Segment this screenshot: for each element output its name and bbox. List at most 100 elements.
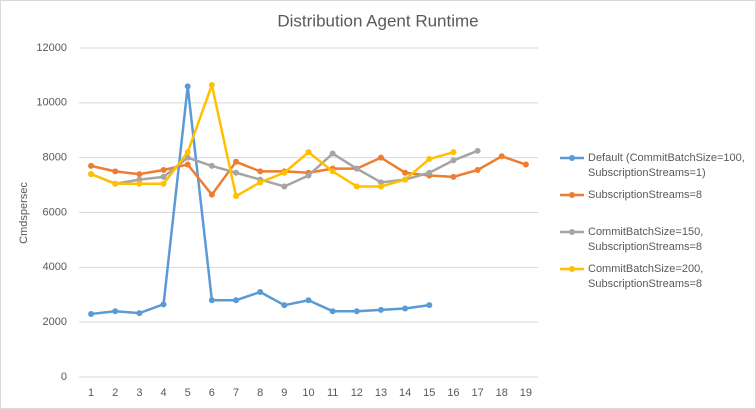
x-tick-label: 16 <box>447 387 459 399</box>
data-point <box>329 150 336 157</box>
y-tick-label: 10000 <box>36 97 67 109</box>
data-point <box>353 165 360 172</box>
legend-label-line: SubscriptionStreams=8 <box>588 241 702 253</box>
x-tick-label: 12 <box>351 387 363 399</box>
x-tick-label: 5 <box>185 387 191 399</box>
legend-label-line: Default (CommitBatchSize=100, <box>588 152 745 164</box>
legend-marker <box>569 266 575 272</box>
x-tick-label: 9 <box>281 387 287 399</box>
data-point <box>281 183 288 190</box>
data-point <box>112 168 119 175</box>
legend-marker <box>569 229 575 235</box>
x-tick-label: 8 <box>257 387 263 399</box>
data-point <box>208 162 215 169</box>
data-point <box>305 172 312 179</box>
x-tick-label: 17 <box>471 387 483 399</box>
legend-label: SubscriptionStreams=8 <box>588 189 702 201</box>
legend-label-line: SubscriptionStreams=8 <box>588 278 702 290</box>
data-point <box>112 180 119 187</box>
data-point <box>88 171 95 178</box>
data-point <box>184 83 191 90</box>
data-point <box>305 149 312 156</box>
y-tick-label: 0 <box>61 371 67 383</box>
x-tick-label: 13 <box>375 387 387 399</box>
data-point <box>160 173 167 180</box>
data-point <box>329 168 336 175</box>
data-point <box>184 161 191 168</box>
data-point <box>450 157 457 164</box>
data-point <box>88 310 95 317</box>
data-point <box>88 162 95 169</box>
data-point <box>522 161 529 168</box>
data-point <box>474 167 481 174</box>
data-point <box>281 169 288 176</box>
data-point <box>136 171 143 178</box>
y-tick-label: 6000 <box>43 206 67 218</box>
data-point <box>112 308 119 315</box>
data-point <box>233 193 240 200</box>
x-tick-label: 7 <box>233 387 239 399</box>
legend-label: Default (CommitBatchSize=100, Subscriptio… <box>588 152 745 179</box>
x-tick-label: 4 <box>160 387 166 399</box>
y-tick-label: 4000 <box>43 261 67 273</box>
legend-label: CommitBatchSize=150, SubscriptionStreams=… <box>588 226 703 253</box>
data-point <box>402 176 409 183</box>
data-point <box>377 179 384 186</box>
x-tick-label: 11 <box>327 387 338 399</box>
data-point <box>136 176 143 183</box>
data-point <box>160 301 167 308</box>
data-point <box>402 169 409 176</box>
data-point <box>426 169 433 176</box>
data-point <box>450 173 457 180</box>
data-point <box>160 167 167 174</box>
data-point <box>184 149 191 156</box>
chart-title: Distribution Agent Runtime <box>277 11 478 30</box>
legend-marker <box>569 155 575 161</box>
x-tick-label: 15 <box>423 387 435 399</box>
data-point <box>233 297 240 304</box>
x-tick-label: 2 <box>112 387 118 399</box>
data-point <box>208 191 215 198</box>
data-point <box>377 154 384 161</box>
legend-label-line: CommitBatchSize=150, <box>588 226 703 238</box>
y-tick-label: 2000 <box>43 316 67 328</box>
data-point <box>160 180 167 187</box>
x-tick-label: 18 <box>496 387 508 399</box>
series-line <box>90 83 454 198</box>
x-tick-label: 1 <box>88 387 94 399</box>
x-tick-label: 14 <box>399 387 411 399</box>
data-point <box>426 302 433 309</box>
data-point <box>257 289 264 296</box>
data-point <box>233 169 240 176</box>
data-point <box>257 179 264 186</box>
data-point <box>257 168 264 175</box>
x-tick-label: 10 <box>302 387 314 399</box>
data-point <box>136 310 143 317</box>
data-point <box>233 158 240 165</box>
x-tick-label: 3 <box>136 387 142 399</box>
data-point <box>474 147 481 154</box>
data-point <box>450 149 457 156</box>
data-point <box>329 308 336 315</box>
data-point <box>426 156 433 163</box>
legend-label-line: SubscriptionStreams=1) <box>588 167 706 179</box>
data-point <box>305 297 312 304</box>
data-point <box>208 297 215 304</box>
data-point <box>377 306 384 313</box>
x-tick-label: 6 <box>209 387 215 399</box>
data-point <box>281 302 288 309</box>
data-point <box>498 153 505 160</box>
data-point <box>353 183 360 190</box>
data-point <box>402 305 409 312</box>
data-point <box>208 82 215 89</box>
data-point <box>353 308 360 315</box>
y-tick-label: 8000 <box>43 152 67 164</box>
legend-label: CommitBatchSize=200, SubscriptionStreams=… <box>588 263 703 290</box>
y-axis-label: Cmdspersec <box>18 182 30 244</box>
data-point <box>136 180 143 187</box>
x-tick-label: 19 <box>520 387 532 399</box>
data-point <box>377 183 384 190</box>
y-tick-label: 12000 <box>36 42 67 54</box>
